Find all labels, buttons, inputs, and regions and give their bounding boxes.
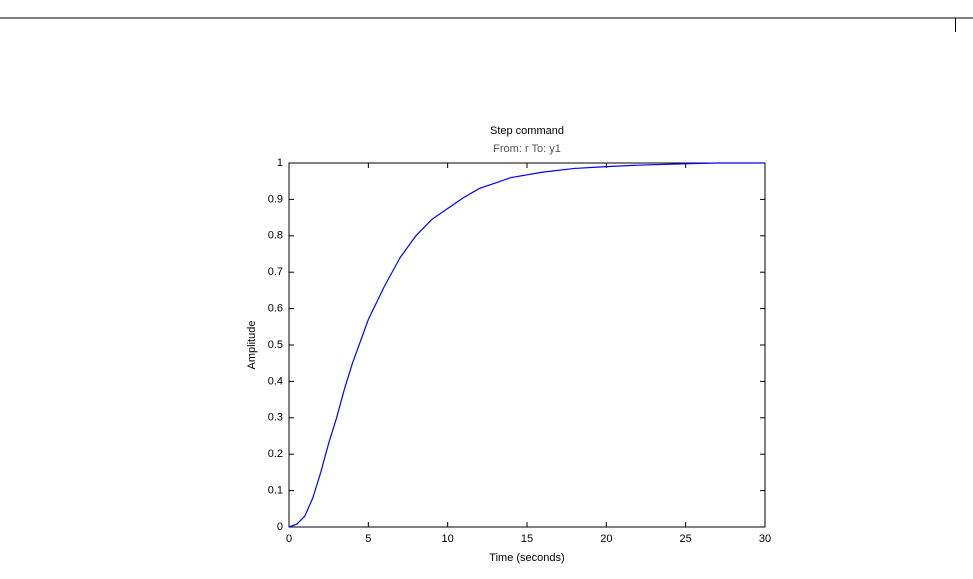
y-tick-label: 0.1 xyxy=(268,485,283,497)
x-tick-label: 30 xyxy=(759,533,771,545)
y-tick-label: 0.3 xyxy=(268,412,283,424)
y-tick-label: 0.5 xyxy=(268,339,283,351)
y-axis-label: Amplitude xyxy=(246,321,258,370)
x-tick-label: 10 xyxy=(442,533,454,545)
x-tick-label: 20 xyxy=(600,533,612,545)
step-response-line xyxy=(288,162,765,528)
y-tick-label: 0.2 xyxy=(268,448,283,460)
y-tick-label: 0.8 xyxy=(268,230,283,242)
x-axis-label: Time (seconds) xyxy=(489,552,564,564)
y-tick-label: 1 xyxy=(277,157,283,169)
x-tick-label: 0 xyxy=(286,533,292,545)
plot-frame xyxy=(288,162,766,528)
x-tick-label: 5 xyxy=(365,533,371,545)
y-tick-label: 0.4 xyxy=(268,375,283,387)
chart-subtitle: From: r To: y1 xyxy=(493,143,561,155)
y-tick-label: 0.7 xyxy=(268,266,283,278)
y-tick-label: 0.9 xyxy=(268,193,283,205)
x-tick-label: 25 xyxy=(680,533,692,545)
y-tick-label: 0.6 xyxy=(268,303,283,315)
x-tick-label: 15 xyxy=(521,533,533,545)
y-tick-label: 0 xyxy=(277,521,283,533)
chart-title: Step command xyxy=(490,125,564,137)
